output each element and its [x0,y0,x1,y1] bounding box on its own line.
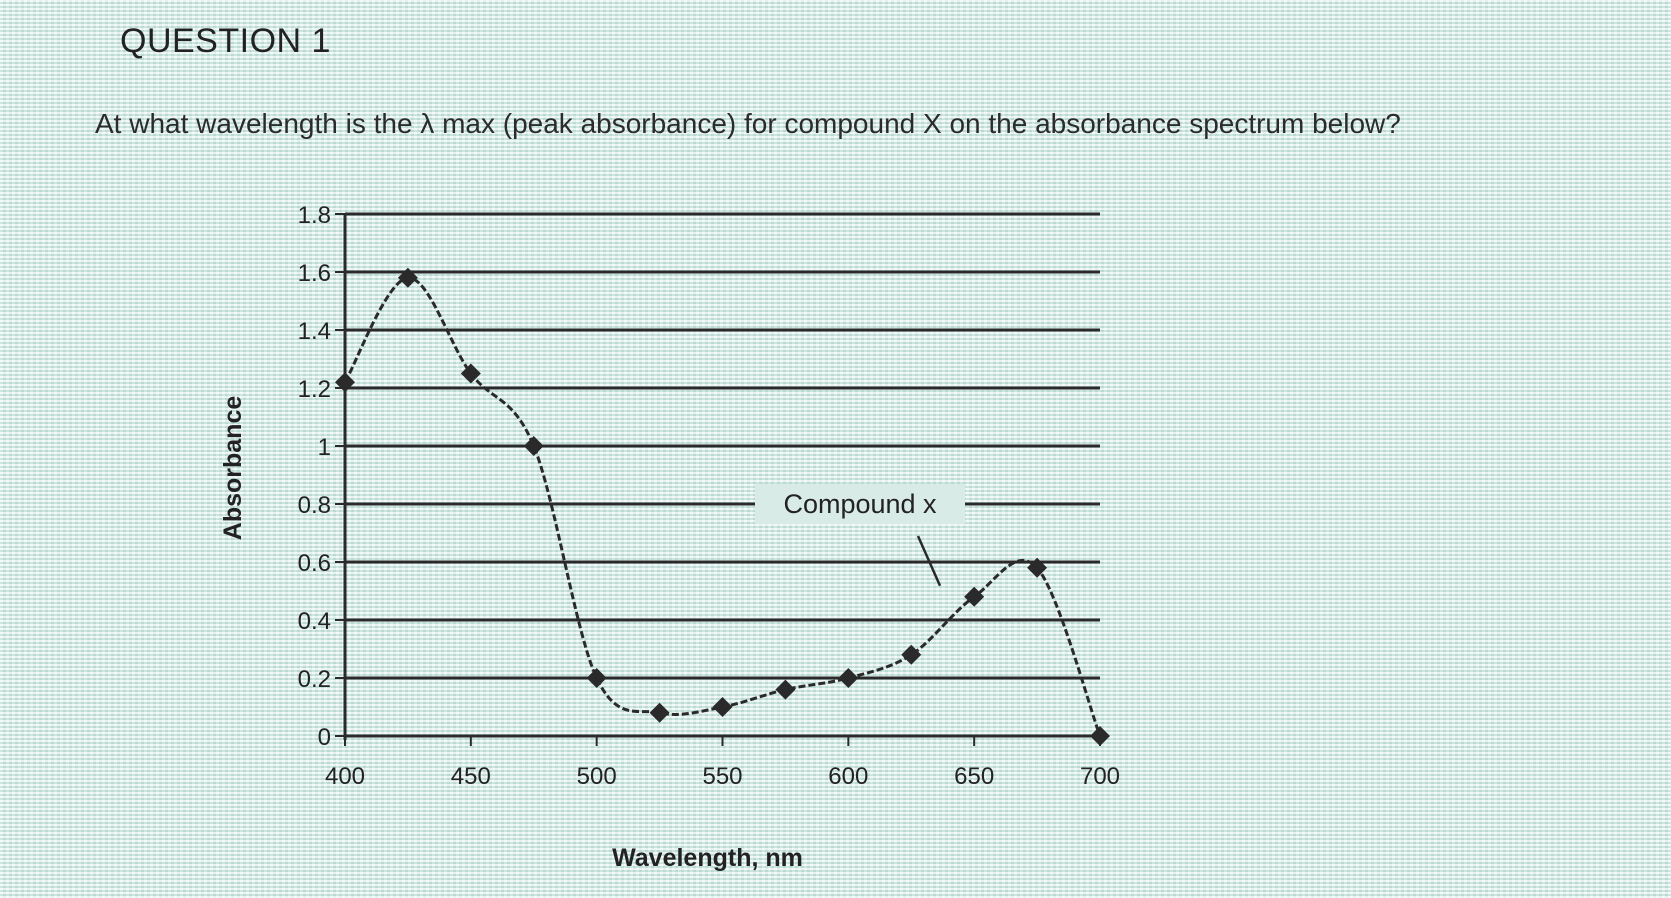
y-tick-label: 0.2 [298,666,331,693]
y-tick-label: 1.6 [298,260,331,287]
data-point [1027,557,1048,578]
x-tick-label: 500 [577,763,617,790]
data-series [335,267,1110,746]
axis-labels: 1.8 1.6 1.4 1.2 1 0.8 0.6 0.4 0.2 0 400 450 500 550 60… [219,202,1120,872]
data-point [838,668,859,688]
question-text: At what wavelength is the λ max (peak ab… [95,108,1401,139]
data-point [335,372,355,393]
y-tick-label: 0.4 [298,608,331,635]
data-point [712,697,733,717]
data-point [1090,726,1110,746]
data-point [775,679,796,700]
annotation-pointer [916,535,942,587]
x-tick-label: 650 [954,763,994,790]
y-tick-label: 1.4 [298,318,331,345]
y-axis-title: Absorbance [219,396,247,541]
annotations: Compound x [755,484,965,587]
question-title: QUESTION 1 [120,22,331,60]
y-tick-label: 1 [318,434,331,461]
data-point [397,267,418,288]
y-tick-label: 0.8 [298,492,331,519]
data-point [523,436,544,456]
x-tick-label: 450 [451,763,491,790]
y-tick-label: 1.8 [298,202,331,229]
axes [335,213,1101,746]
spectrum-line [343,276,1102,737]
y-tick-label: 1.2 [298,376,331,403]
data-point [964,586,985,607]
data-point [649,702,670,723]
annotation-label: Compound x [783,489,937,519]
data-point [901,644,922,665]
x-tick-label: 550 [702,763,742,790]
x-axis-title: Wavelength, nm [612,844,803,872]
data-point [586,668,607,688]
x-tick-label: 400 [325,763,365,790]
y-tick-label: 0 [318,724,331,751]
y-tick-label: 0.6 [298,550,331,577]
x-tick-label: 600 [828,763,868,790]
annotation-background [755,484,965,524]
data-point [460,363,481,384]
grid-lines [345,212,1100,738]
x-tick-label: 700 [1080,763,1120,790]
